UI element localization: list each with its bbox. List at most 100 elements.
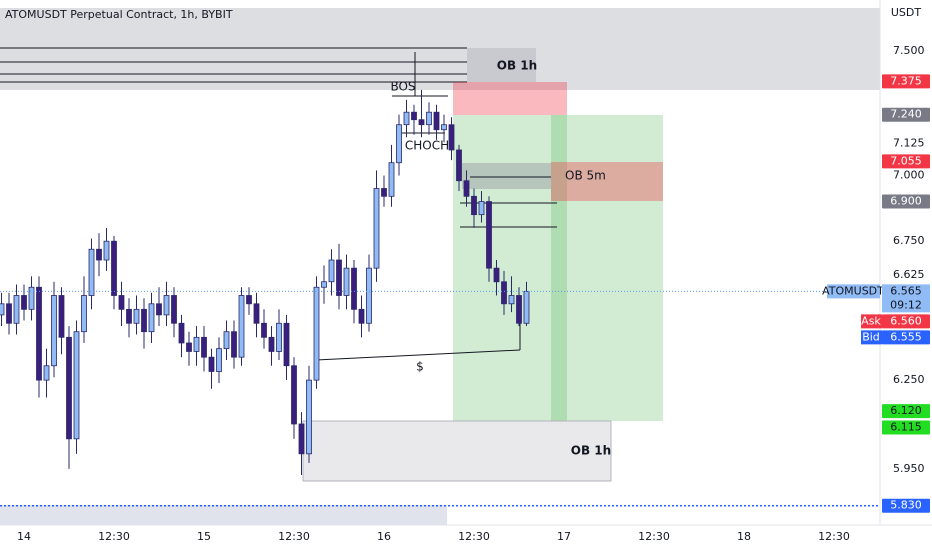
y-tick-label: 7.000 [893, 169, 925, 182]
y-tick-label: 5.950 [893, 462, 925, 475]
x-tick-label: 12:30 [458, 530, 490, 543]
candle-body [58, 295, 65, 338]
candle-body [73, 331, 80, 440]
x-tick-label: 12:30 [98, 530, 130, 543]
candle-body [193, 336, 200, 352]
candle-body [43, 365, 50, 381]
annotation: CHOCH [405, 139, 449, 153]
candle-body [208, 356, 215, 372]
candle-body [118, 295, 125, 310]
current-name: ATOMUSDT [822, 284, 884, 297]
candle-body [201, 336, 207, 358]
candle-body [403, 111, 410, 126]
candle-body [186, 342, 192, 352]
candle-body [6, 303, 12, 324]
candle-body [366, 267, 372, 324]
price-label-bg [882, 107, 930, 122]
candle-body [418, 119, 425, 126]
candle-body [231, 331, 237, 358]
price-label-bg [882, 420, 930, 435]
candle-body [238, 295, 245, 358]
price-label: 7.375 [890, 74, 922, 87]
stop-zone-2 [551, 162, 663, 201]
candle-body [111, 240, 117, 296]
candle-body [28, 286, 35, 310]
price-label: 5.830 [890, 499, 922, 512]
candle-body [36, 286, 42, 381]
candle-body [493, 267, 500, 283]
annotation: OB 1h [571, 444, 611, 458]
x-tick-label: 12:30 [278, 530, 310, 543]
candle-body [268, 336, 275, 352]
annotation: $ [416, 360, 424, 374]
candle-body [433, 111, 440, 131]
candle-body [388, 162, 395, 197]
candle-body [246, 295, 252, 305]
price-label: 7.055 [890, 154, 922, 167]
candle-body [396, 124, 402, 164]
candle-body [88, 248, 95, 296]
candle-body [0, 303, 5, 316]
candle-body [126, 308, 132, 324]
price-label: 6.555 [890, 330, 922, 343]
candle-body [13, 295, 20, 324]
candle-body [156, 303, 162, 316]
price-label: 6.900 [890, 195, 922, 208]
ob-5m-box [462, 163, 551, 189]
annotation: OB 5m [565, 169, 606, 183]
price-label: 6.115 [890, 421, 922, 434]
ob-1h-box [467, 48, 536, 82]
candle-body [373, 188, 380, 269]
ob-1h-bottom-box [302, 420, 612, 482]
y-tick-label: 6.625 [893, 268, 925, 281]
candle-body [321, 281, 327, 288]
stop-zone [453, 82, 567, 115]
price-label-bg [882, 314, 930, 329]
candle-body [21, 295, 27, 310]
candle-body [103, 240, 110, 261]
price-label: 6.560 [890, 314, 922, 327]
price-label: 6.120 [890, 404, 922, 417]
candle-body [336, 259, 342, 296]
price-label-bg [882, 498, 930, 513]
annotation: OB 1h [497, 59, 537, 73]
current-name-bg [827, 284, 880, 299]
axis-unit: USDT [891, 6, 922, 19]
candle-body [276, 322, 282, 352]
price-label-bg [882, 330, 930, 345]
candle-body [486, 201, 492, 269]
candle-body [463, 180, 470, 197]
candle-body [343, 267, 350, 296]
candle-body [51, 295, 57, 367]
ob-lines [0, 47, 467, 83]
chart-title: ATOMUSDT Perpetual Contract, 1h, BYBIT [5, 8, 233, 21]
candle-body [471, 195, 477, 216]
candle-body [456, 149, 462, 182]
y-tick-label: 6.250 [893, 373, 925, 386]
target-strip [551, 115, 567, 421]
candle-body [411, 111, 417, 121]
candle-body [261, 322, 267, 338]
x-tick-label: 14 [17, 530, 31, 543]
candle-body [351, 267, 357, 310]
bid-name-bg [861, 330, 882, 345]
x-tick-label: 18 [737, 530, 751, 543]
candle-body [381, 188, 387, 197]
candle-body [358, 308, 365, 324]
candle-body [306, 379, 312, 455]
candle-body [171, 295, 177, 324]
candle-body [141, 308, 147, 333]
price-label-bg [882, 194, 930, 209]
candle-body [426, 111, 432, 126]
scroll-bar [0, 505, 447, 525]
candle-body [81, 295, 87, 333]
candle-body [516, 295, 522, 324]
candle-body [223, 331, 230, 350]
candle-body [253, 303, 260, 324]
bid-name: Bid [862, 330, 880, 343]
ob-zone-band [0, 8, 880, 90]
x-tick-label: 12:30 [818, 530, 850, 543]
candle-body [508, 295, 515, 305]
candle-body [216, 348, 222, 372]
